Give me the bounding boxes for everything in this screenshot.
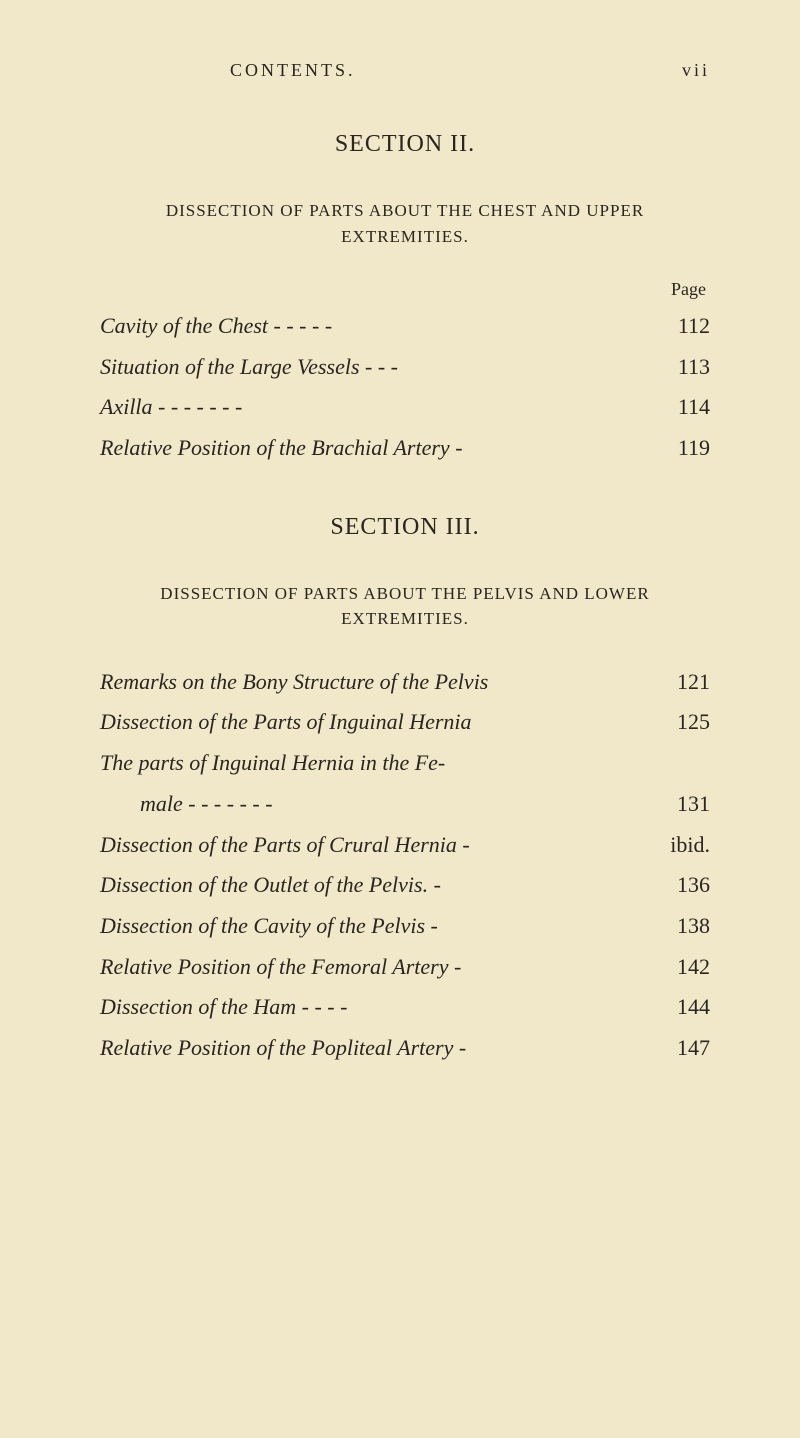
section-2-title: SECTION II. (100, 131, 710, 158)
toc-entry-page: 131 (657, 784, 710, 825)
toc-entry: Dissection of the Outlet of the Pelvis. … (100, 865, 710, 906)
toc-entry-title: Dissection of the Parts of Inguinal Hern… (100, 702, 472, 743)
toc-entry-title: Dissection of the Outlet of the Pelvis. … (100, 865, 441, 906)
section-3-title: SECTION III. (100, 514, 710, 541)
section-3: SECTION III. DISSECTION OF PARTS ABOUT T… (100, 514, 710, 1069)
toc-entry: Dissection of the Ham - - - - 144 (100, 987, 710, 1028)
section-3-subtitle: DISSECTION OF PARTS ABOUT THE PELVIS AND… (100, 581, 710, 632)
toc-entry-page: 136 (657, 865, 710, 906)
toc-entry-title: Remarks on the Bony Structure of the Pel… (100, 662, 488, 703)
toc-entry-page: 119 (658, 428, 710, 469)
toc-entry-page: 144 (657, 987, 710, 1028)
toc-entry: The parts of Inguinal Hernia in the Fe- (100, 743, 710, 784)
toc-entry-title: Dissection of the Cavity of the Pelvis - (100, 906, 438, 947)
toc-entry: Dissection of the Parts of Crural Hernia… (100, 825, 710, 866)
toc-entry-page: 125 (657, 702, 710, 743)
page-column-label: Page (100, 279, 710, 300)
toc-entry-page: 114 (658, 387, 710, 428)
toc-entry: Relative Position of the Popliteal Arter… (100, 1028, 710, 1069)
toc-entry-title: Relative Position of the Popliteal Arter… (100, 1028, 466, 1069)
toc-entry-page: 138 (657, 906, 710, 947)
toc-entry: Relative Position of the Femoral Artery … (100, 947, 710, 988)
section-2-subtitle: DISSECTION OF PARTS ABOUT THE CHEST AND … (100, 198, 710, 249)
toc-entry: Remarks on the Bony Structure of the Pel… (100, 662, 710, 703)
section-2-entries: Cavity of the Chest - - - - - 112 Situat… (100, 306, 710, 469)
toc-entry-title: male - - - - - - - (100, 784, 273, 825)
running-head: CONTENTS. (230, 60, 356, 81)
toc-entry: Situation of the Large Vessels - - - 113 (100, 347, 710, 388)
toc-entry-page: 112 (658, 306, 710, 347)
toc-entry-page: 147 (657, 1028, 710, 1069)
toc-entry: Dissection of the Parts of Inguinal Hern… (100, 702, 710, 743)
toc-entry-title: Cavity of the Chest - - - - - (100, 306, 332, 347)
toc-entry: Dissection of the Cavity of the Pelvis -… (100, 906, 710, 947)
toc-entry: Axilla - - - - - - - 114 (100, 387, 710, 428)
section-2: SECTION II. DISSECTION OF PARTS ABOUT TH… (100, 131, 710, 469)
toc-entry-title: Relative Position of the Femoral Artery … (100, 947, 461, 988)
toc-entry-continuation: male - - - - - - - 131 (100, 784, 710, 825)
toc-entry-page: ibid. (650, 825, 710, 866)
toc-entry-page: 142 (657, 947, 710, 988)
toc-entry-title: The parts of Inguinal Hernia in the Fe- (100, 743, 445, 784)
toc-entry-title: Axilla - - - - - - - (100, 387, 242, 428)
toc-entry-title: Dissection of the Parts of Crural Hernia… (100, 825, 470, 866)
page-number: vii (682, 60, 710, 81)
toc-entry-title: Relative Position of the Brachial Artery… (100, 428, 463, 469)
section-3-entries: Remarks on the Bony Structure of the Pel… (100, 662, 710, 1069)
toc-entry-page: 121 (657, 662, 710, 703)
toc-entry-page: 113 (658, 347, 710, 388)
page-header: CONTENTS. vii (100, 60, 710, 81)
toc-entry: Cavity of the Chest - - - - - 112 (100, 306, 710, 347)
toc-entry-title: Situation of the Large Vessels - - - (100, 347, 398, 388)
toc-entry-title: Dissection of the Ham - - - - (100, 987, 347, 1028)
toc-entry: Relative Position of the Brachial Artery… (100, 428, 710, 469)
